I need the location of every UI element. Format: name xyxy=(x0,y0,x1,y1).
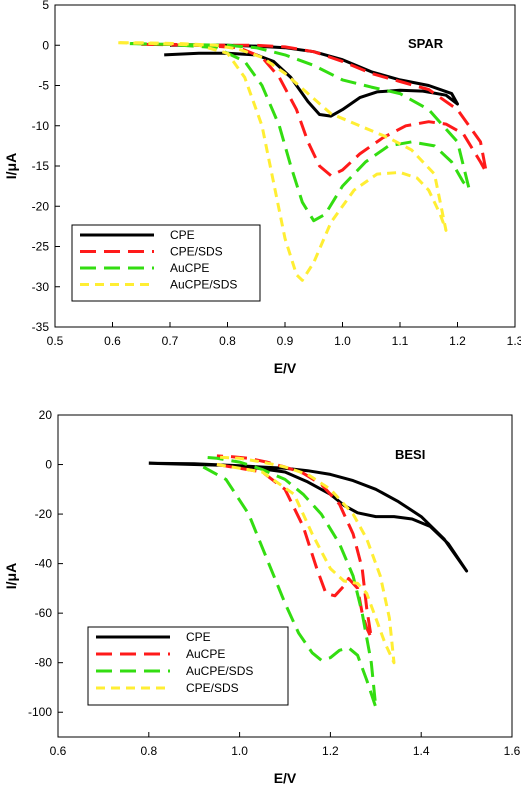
y-tick-label: -20 xyxy=(32,199,50,213)
y-tick-label: 20 xyxy=(39,408,53,422)
x-tick-label: 1.0 xyxy=(231,744,248,758)
x-tick-label: 1.0 xyxy=(334,334,351,348)
y-tick-label: -25 xyxy=(32,240,50,254)
legend-box xyxy=(71,224,261,302)
x-tick-label: 1.3 xyxy=(507,334,521,348)
y-tick-label: 0 xyxy=(45,458,52,472)
chart-panel-2: 0.6 0.8 1.0 1.2 1.4 1.6 20 0 -20 -40 -60 -80 -100 E/V… xyxy=(3,408,521,786)
x-tick-label: 1.1 xyxy=(392,334,409,348)
legend-box xyxy=(87,626,289,706)
y-tick-label: -10 xyxy=(32,119,50,133)
x-axis-title: E/V xyxy=(274,360,297,376)
legend-entry: AuCPE xyxy=(186,647,225,661)
legend-entry: CPE/SDS xyxy=(186,681,239,695)
legend-entry: CPE xyxy=(186,630,211,644)
series-line-cpe-sds xyxy=(216,455,396,665)
series-line-cpe-sds xyxy=(141,42,488,178)
x-tick-label: 0.8 xyxy=(140,744,157,758)
x-tick-label: 1.2 xyxy=(449,334,466,348)
x-tick-label: 1.2 xyxy=(322,744,339,758)
panel-label: BESI xyxy=(395,447,425,462)
legend-entry: CPE xyxy=(170,228,195,242)
y-tick-label: -20 xyxy=(35,507,53,521)
chart-panel-1: 0.5 0.6 0.7 0.8 0.9 1.0 1.1 1.2 1.3 5 0 -5 -10 -15 -20… xyxy=(3,0,521,376)
series-line-aucpe-sds xyxy=(118,41,448,282)
y-tick-label: -5 xyxy=(38,79,49,93)
x-tick-label: 0.5 xyxy=(47,334,64,348)
x-tick-label: 1.4 xyxy=(413,744,430,758)
legend-entry: AuCPE/SDS xyxy=(170,278,237,292)
legend-entry: AuCPE/SDS xyxy=(186,664,253,678)
series-line-cpe xyxy=(148,461,469,573)
y-tick-label: -30 xyxy=(32,280,50,294)
series-line-cpe xyxy=(164,43,459,118)
x-axis-title: E/V xyxy=(274,770,297,786)
y-tick-label: -60 xyxy=(35,606,53,620)
legend-entry: CPE/SDS xyxy=(170,245,223,259)
x-tick-label: 0.8 xyxy=(219,334,236,348)
x-tick-label: 0.7 xyxy=(162,334,179,348)
legend-entry: AuCPE xyxy=(170,261,209,275)
panel-label: SPAR xyxy=(408,36,444,51)
y-tick-label: -40 xyxy=(35,557,53,571)
y-tick-label: 0 xyxy=(42,38,49,52)
y-tick-label: -15 xyxy=(32,159,50,173)
y-tick-label: -35 xyxy=(32,320,50,334)
y-tick-label: -100 xyxy=(28,705,52,719)
series-line-aucpe-sds xyxy=(202,455,378,709)
y-tick-label: -80 xyxy=(35,656,53,670)
y-axis-title: I/μA xyxy=(3,563,19,589)
plot-frame xyxy=(57,414,513,738)
x-tick-label: 1.6 xyxy=(504,744,521,758)
series-line-aucpe xyxy=(129,42,471,223)
y-tick-label: 5 xyxy=(42,0,49,12)
x-tick-label: 0.6 xyxy=(50,744,67,758)
y-axis-title: I/μA xyxy=(3,153,19,179)
x-tick-label: 0.9 xyxy=(277,334,294,348)
series-line-aucpe xyxy=(216,454,373,640)
x-tick-label: 0.6 xyxy=(104,334,121,348)
